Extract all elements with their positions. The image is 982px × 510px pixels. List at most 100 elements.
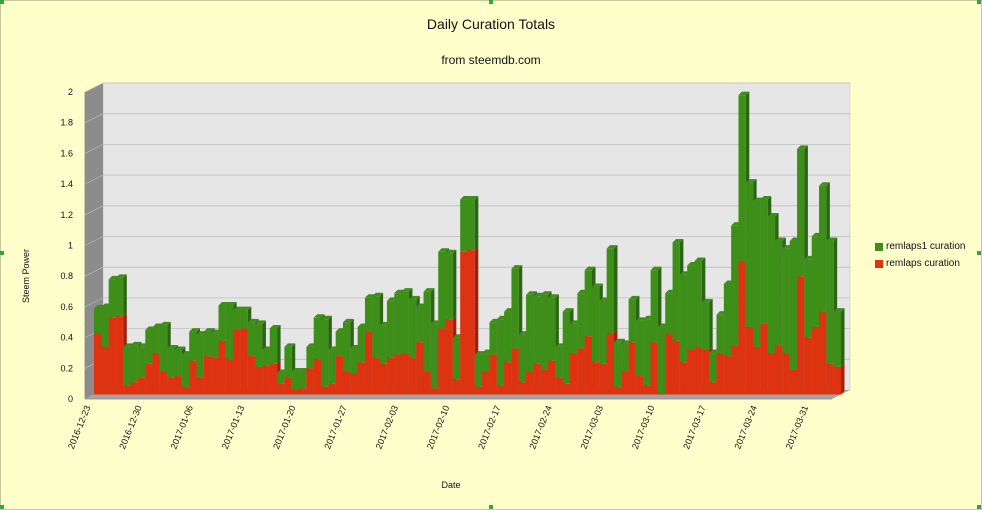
bar-remlaps1 xyxy=(826,241,834,364)
bar-remlaps1-top xyxy=(189,328,201,332)
bar-remlaps1 xyxy=(291,371,300,390)
bar-remlaps xyxy=(599,363,607,395)
bar-remlaps1-top xyxy=(797,145,808,149)
bar-remlaps1 xyxy=(819,185,827,312)
bar-remlaps1-side xyxy=(518,265,523,349)
bars xyxy=(94,91,845,395)
bar-remlaps1 xyxy=(606,248,614,334)
bar-remlaps1 xyxy=(489,322,497,355)
bar-remlaps1 xyxy=(833,311,841,367)
x-tick-label: 2017-02-17 xyxy=(476,404,503,450)
bar-remlaps1-top xyxy=(460,196,471,200)
bar-remlaps1 xyxy=(760,199,768,324)
bar-remlaps1 xyxy=(657,326,666,393)
bar-remlaps xyxy=(767,353,776,395)
bar-remlaps1 xyxy=(255,323,263,367)
resize-handle[interactable] xyxy=(489,505,493,509)
bar-remlaps xyxy=(489,354,497,395)
bar-remlaps1-top xyxy=(291,367,303,372)
bar-remlaps1-top xyxy=(826,237,838,241)
bar-remlaps xyxy=(584,336,592,395)
bar-remlaps1 xyxy=(723,283,732,357)
bar-remlaps xyxy=(313,359,322,395)
x-tick-label: 2017-01-20 xyxy=(271,404,298,450)
bar-remlaps1 xyxy=(621,343,629,372)
bar-remlaps1 xyxy=(277,373,285,384)
bar-remlaps1 xyxy=(101,307,109,347)
bar-remlaps1 xyxy=(196,334,204,378)
y-tick-label: 1.8 xyxy=(60,118,73,128)
resize-handle[interactable] xyxy=(0,505,4,509)
bar-remlaps1-top xyxy=(584,266,596,271)
bar-remlaps1 xyxy=(592,287,600,363)
bar-remlaps1-top xyxy=(650,266,662,271)
bar-remlaps1-top xyxy=(613,338,625,343)
bar-remlaps1 xyxy=(643,319,651,386)
bar-remlaps1 xyxy=(174,349,182,377)
y-tick-label: 0.4 xyxy=(60,333,73,343)
bar-remlaps1 xyxy=(108,279,116,318)
bar-remlaps xyxy=(548,360,556,395)
bar-remlaps1-top xyxy=(775,237,786,241)
legend-item: remlaps1 curation xyxy=(875,238,965,255)
bar-remlaps xyxy=(203,356,212,395)
bar-remlaps1 xyxy=(115,277,124,317)
bar-remlaps1-top xyxy=(819,182,830,186)
bar-remlaps xyxy=(775,345,783,395)
bar-remlaps1 xyxy=(811,236,820,327)
bar-remlaps xyxy=(496,385,505,395)
bar-remlaps1 xyxy=(584,270,592,337)
bar-remlaps xyxy=(613,386,622,395)
bar-remlaps xyxy=(262,365,270,395)
bar-remlaps xyxy=(174,376,182,395)
gridline-side xyxy=(84,266,104,277)
bar-remlaps1 xyxy=(467,199,475,251)
bar-remlaps1 xyxy=(299,371,307,389)
bar-remlaps xyxy=(540,369,549,395)
resize-handle[interactable] xyxy=(0,0,4,4)
resize-handle[interactable] xyxy=(977,0,981,4)
bar-remlaps1-top xyxy=(218,301,230,306)
y-tick-label: 1.6 xyxy=(60,148,73,158)
x-tick-label: 2017-03-24 xyxy=(732,404,759,450)
bar-remlaps xyxy=(438,328,446,395)
resize-handle[interactable] xyxy=(977,505,981,509)
bar-remlaps xyxy=(665,333,673,395)
bar-remlaps1 xyxy=(613,342,622,387)
y-tick-label: 0.2 xyxy=(60,363,73,373)
bar-remlaps xyxy=(694,346,702,395)
bar-remlaps1 xyxy=(577,293,585,349)
bar-remlaps1-top xyxy=(760,196,772,200)
bar-remlaps1 xyxy=(262,349,270,366)
y-tick-label: 0.6 xyxy=(60,302,73,312)
bar-remlaps1-top xyxy=(203,328,215,332)
bar-remlaps1-top xyxy=(321,315,332,320)
bar-remlaps1 xyxy=(408,299,417,358)
bar-remlaps1-top xyxy=(694,257,706,261)
bar-remlaps1-top xyxy=(225,301,237,306)
bar-remlaps1 xyxy=(665,293,673,334)
bar-remlaps xyxy=(277,383,285,395)
resize-handle[interactable] xyxy=(489,0,493,4)
x-tick-label: 2016-12-30 xyxy=(117,404,144,450)
bar-remlaps xyxy=(225,359,234,395)
bar-remlaps xyxy=(284,377,292,395)
bar-remlaps xyxy=(321,386,329,395)
bar-remlaps xyxy=(335,356,343,395)
bar-remlaps1 xyxy=(540,294,549,370)
bar-remlaps1 xyxy=(233,310,241,331)
bar-remlaps1-side xyxy=(123,274,127,317)
bar-remlaps1 xyxy=(452,337,461,380)
bar-remlaps xyxy=(137,377,146,395)
bar-remlaps xyxy=(679,362,688,395)
resize-handle[interactable] xyxy=(0,251,4,255)
bar-remlaps1-top xyxy=(526,291,537,295)
bar-remlaps1-top xyxy=(240,306,252,311)
bar-remlaps xyxy=(291,389,300,395)
bar-remlaps1 xyxy=(555,346,563,378)
bar-remlaps xyxy=(592,362,600,395)
gridline-side xyxy=(84,82,104,93)
resize-handle[interactable] xyxy=(977,251,981,255)
bar-remlaps xyxy=(518,382,527,395)
bar-remlaps xyxy=(379,363,387,395)
